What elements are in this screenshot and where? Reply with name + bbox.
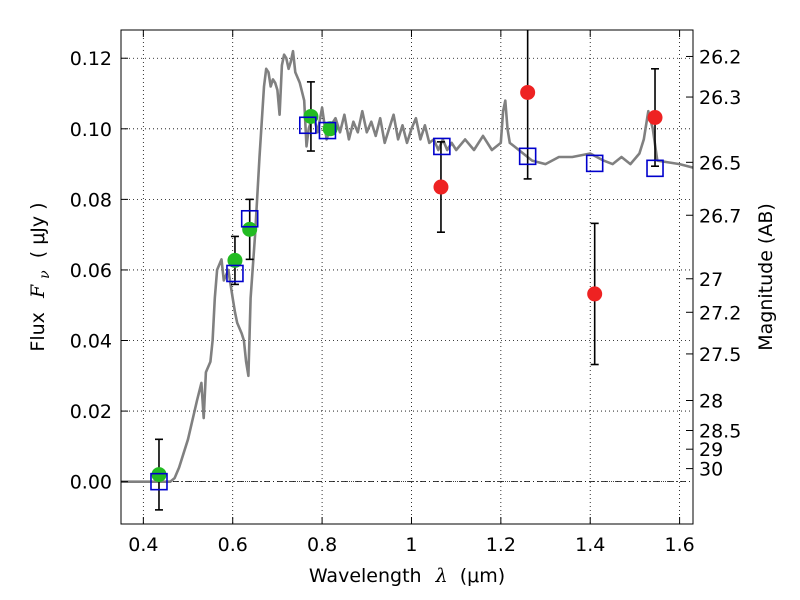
plot-frame bbox=[120, 29, 694, 525]
right-tick-label: 26.2 bbox=[699, 46, 741, 68]
data-point bbox=[322, 121, 338, 137]
right-tick-label: 29 bbox=[699, 439, 723, 461]
x-tick-label: 1.2 bbox=[486, 534, 516, 556]
data-point bbox=[227, 252, 243, 268]
y-tick-label: 0.08 bbox=[70, 189, 112, 211]
data-point bbox=[151, 467, 167, 483]
model-point bbox=[150, 472, 168, 491]
right-tick-label: 27.2 bbox=[699, 302, 741, 324]
x-tick-label: 1.6 bbox=[664, 534, 694, 556]
y-axis-label: Flux F ν ( μJy ) bbox=[27, 202, 54, 351]
x-tick-label: 0.8 bbox=[307, 534, 337, 556]
right-tick-label: 28 bbox=[699, 391, 723, 413]
data-point bbox=[647, 110, 663, 126]
ticks-layer: 0.4 0.6 0.8 1 1.2 1.4 1.6 0.00 0.02 0.04 0.06 0.08 0… bbox=[70, 30, 741, 556]
model-point bbox=[518, 147, 537, 166]
y-tick-label: 0.10 bbox=[70, 119, 112, 141]
x-axis-label-prefix: Wavelength bbox=[309, 565, 422, 587]
model-point bbox=[240, 209, 259, 228]
model-spectrum-layer bbox=[121, 49, 694, 484]
model-point bbox=[433, 137, 451, 156]
y-tick-label: 0.02 bbox=[70, 401, 112, 423]
y-tick-label: 0.12 bbox=[70, 48, 112, 70]
y-axis-label-prefix: Flux bbox=[27, 312, 49, 352]
y-axis-label-unit: ( μJy ) bbox=[27, 202, 49, 258]
data-point bbox=[242, 221, 258, 237]
x-tick-label: 0.4 bbox=[128, 534, 158, 556]
grid-lines bbox=[121, 30, 693, 524]
x-tick-label: 1.4 bbox=[575, 534, 605, 556]
x-tick-label: 1 bbox=[405, 534, 417, 556]
y-tick-label: 0.00 bbox=[70, 472, 112, 494]
right-tick-label: 26.3 bbox=[699, 87, 741, 109]
markers-layer bbox=[150, 84, 664, 491]
model-point bbox=[646, 159, 664, 178]
data-point bbox=[303, 108, 319, 124]
x-tick-label: 0.6 bbox=[218, 534, 248, 556]
y-axis-label-right: Magnitude (AB) bbox=[755, 203, 777, 351]
right-tick-label: 26.5 bbox=[699, 152, 741, 174]
x-axis-label-symbol: λ bbox=[435, 565, 448, 587]
right-tick-label: 27.5 bbox=[699, 344, 741, 366]
x-axis-label-unit: (μm) bbox=[460, 565, 505, 587]
right-tick-label: 26.7 bbox=[699, 205, 741, 227]
model-point bbox=[318, 121, 337, 140]
model-point bbox=[298, 116, 317, 135]
right-tick-label: 28.5 bbox=[699, 420, 741, 442]
model-point bbox=[585, 154, 604, 173]
data-point bbox=[520, 84, 536, 100]
model-point bbox=[226, 264, 244, 283]
right-tick-label: 30 bbox=[699, 459, 723, 481]
right-tick-label: 27 bbox=[699, 269, 723, 291]
y-axis-label-symbol: F bbox=[27, 284, 49, 299]
data-point bbox=[433, 179, 449, 195]
y-tick-label: 0.04 bbox=[70, 331, 112, 353]
y-tick-label: 0.06 bbox=[70, 260, 112, 282]
error-bars-layer bbox=[154, 30, 660, 511]
model-spectrum-line bbox=[121, 49, 694, 484]
x-axis-label: Wavelength λ (μm) bbox=[309, 565, 505, 587]
data-point bbox=[587, 286, 603, 302]
y-axis-label-subscript: ν bbox=[37, 270, 53, 279]
